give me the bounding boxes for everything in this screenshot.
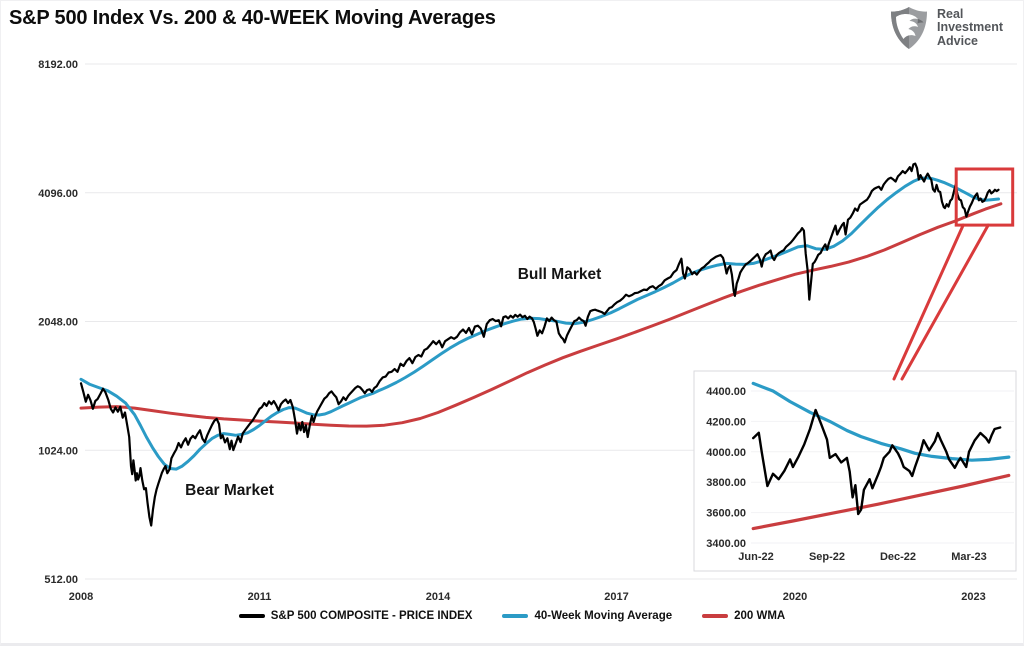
inset-x-tick-label: Jun-22 bbox=[738, 551, 773, 563]
x-tick-label: 2020 bbox=[783, 591, 807, 603]
x-tick-label: 2014 bbox=[426, 591, 451, 603]
legend-label: 200 WMA bbox=[734, 610, 786, 622]
inset-y-tick-label: 3600.00 bbox=[706, 508, 746, 520]
inset-x-tick-label: Sep-22 bbox=[809, 551, 845, 563]
inset-y-tick-label: 4200.00 bbox=[706, 416, 746, 428]
legend-label: 40-Week Moving Average bbox=[534, 610, 673, 622]
logo-line-2: Investment bbox=[937, 20, 1003, 35]
y-tick-label: 512.00 bbox=[44, 574, 78, 586]
callout-line-right bbox=[900, 223, 990, 381]
inset-series-line-sp500 bbox=[752, 408, 1002, 516]
y-tick-label: 4096.00 bbox=[38, 188, 78, 200]
x-tick-label: 2017 bbox=[604, 591, 628, 603]
inset-series-line-wma200 bbox=[751, 473, 1011, 531]
series-line-wma200 bbox=[79, 202, 1003, 428]
inset-series-group bbox=[751, 381, 1011, 531]
x-tick-label: 2023 bbox=[961, 591, 985, 603]
legend-swatch bbox=[238, 614, 265, 618]
logo-text: Real Investment Advice bbox=[937, 6, 1003, 49]
annotation-bull-market: Bull Market bbox=[518, 266, 602, 283]
callout-line-left bbox=[892, 223, 965, 381]
logo: Real Investment Advice bbox=[888, 6, 1003, 50]
inset-y-tick-label: 3800.00 bbox=[706, 477, 746, 489]
inset-series-line-ma40 bbox=[751, 381, 1011, 462]
inset-y-tick-label: 3400.00 bbox=[706, 538, 746, 550]
legend-item-0: S&P 500 COMPOSITE - PRICE INDEX bbox=[238, 610, 473, 622]
inset-y-tick-label: 4000.00 bbox=[706, 447, 746, 459]
chart-legend: S&P 500 COMPOSITE - PRICE INDEX 40-Week M… bbox=[1, 610, 1023, 622]
series-line-sp500 bbox=[79, 162, 1000, 527]
inset-frame bbox=[693, 370, 1017, 572]
legend-swatch bbox=[502, 614, 529, 618]
logo-line-1: Real bbox=[937, 6, 964, 21]
legend-item-1: 40-Week Moving Average bbox=[502, 610, 672, 622]
inset-y-tick-label: 4400.00 bbox=[706, 386, 746, 398]
eagle-logo-icon bbox=[891, 7, 927, 49]
highlight-box bbox=[954, 167, 1015, 227]
logo-line-3: Advice bbox=[937, 33, 978, 48]
y-tick-label: 2048.00 bbox=[38, 317, 78, 329]
page-title: S&P 500 Index Vs. 200 & 40-WEEK Moving A… bbox=[9, 7, 496, 29]
legend-item-2: 200 WMA bbox=[702, 610, 785, 622]
legend-label: S&P 500 COMPOSITE - PRICE INDEX bbox=[270, 610, 473, 622]
y-tick-label: 8192.00 bbox=[38, 59, 78, 71]
x-tick-label: 2008 bbox=[69, 591, 93, 603]
x-tick-label: 2011 bbox=[248, 591, 272, 603]
legend-swatch bbox=[702, 614, 729, 618]
inset-x-tick-label: Dec-22 bbox=[880, 551, 916, 563]
annotation-bear-market: Bear Market bbox=[185, 482, 274, 499]
series-line-ma40 bbox=[79, 176, 1000, 471]
inset-x-tick-label: Mar-23 bbox=[951, 551, 986, 563]
y-tick-label: 1024.00 bbox=[38, 445, 78, 457]
